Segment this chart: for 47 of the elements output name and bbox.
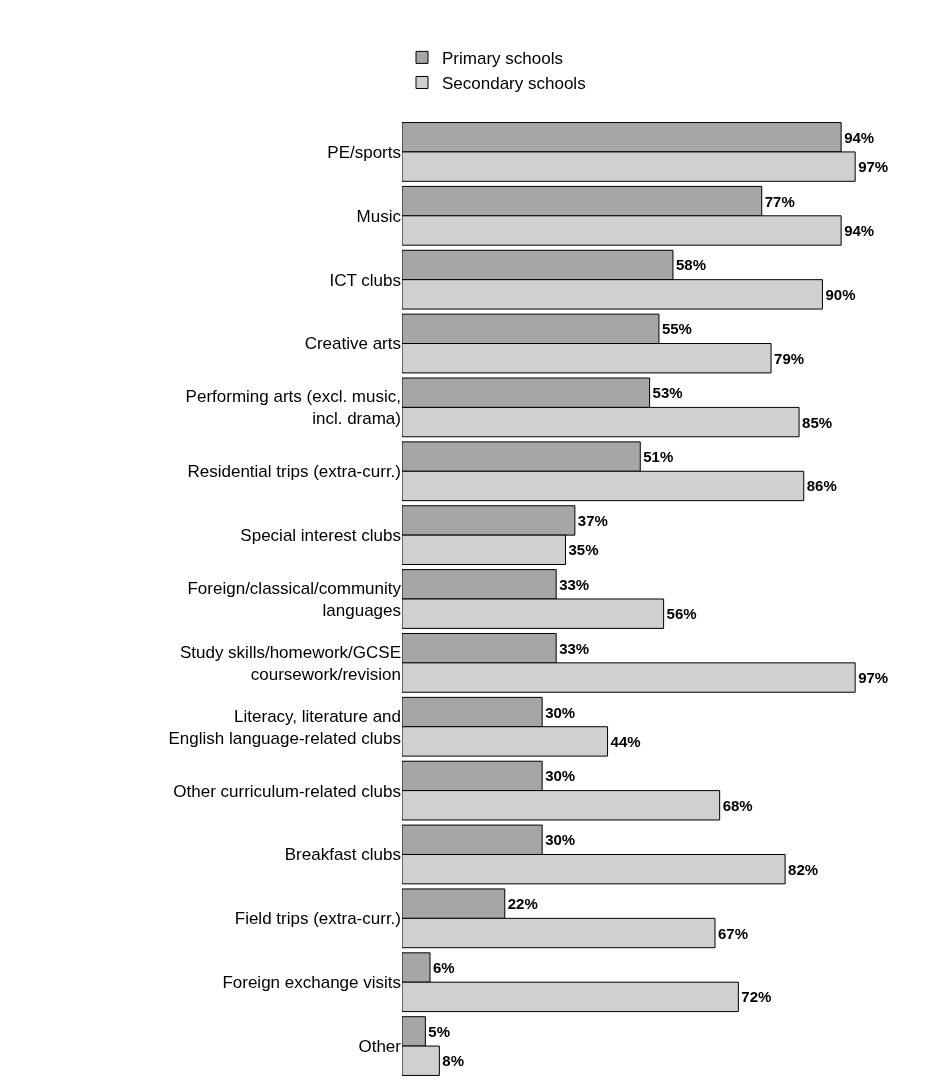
data-label: 77% xyxy=(764,192,795,210)
data-label: 30% xyxy=(545,831,576,849)
legend-label: Primary schools xyxy=(442,49,563,69)
data-label: 22% xyxy=(507,895,538,913)
y-tick-label: Field trips (extra-curr.) xyxy=(234,909,401,929)
data-label: 53% xyxy=(652,384,683,402)
y-tick-label: Other curriculum-related clubs xyxy=(173,781,401,801)
y-tick-label: ICT clubs xyxy=(329,270,401,290)
y-tick-label: Creative arts xyxy=(304,334,401,354)
y-tick-label: Breakfast clubs xyxy=(284,845,401,865)
y-tick-label: Foreign/classical/community languages xyxy=(187,578,402,620)
data-label: 82% xyxy=(788,860,819,878)
data-label: 72% xyxy=(741,988,772,1006)
data-label: 79% xyxy=(774,349,805,367)
y-tick-label: Study skills/homework/GCSE coursework/revision xyxy=(179,642,401,684)
data-label: 37% xyxy=(577,511,608,529)
data-label: 30% xyxy=(545,703,576,721)
y-tick-label: PE/sports xyxy=(327,142,401,162)
data-label: 86% xyxy=(806,477,837,495)
data-label: 44% xyxy=(610,732,641,750)
y-tick-label: Special interest clubs xyxy=(240,526,401,546)
data-label: 35% xyxy=(568,541,599,559)
data-label: 90% xyxy=(825,285,856,303)
data-label: 5% xyxy=(428,1022,451,1040)
y-tick-label: Performing arts (excl. music, incl. drama) xyxy=(185,387,401,429)
y-tick-label: Foreign exchange visits xyxy=(222,973,401,993)
data-label: 55% xyxy=(661,320,692,338)
y-tick-label: Literacy, literature and English language-related clubs xyxy=(168,706,401,748)
data-label: 33% xyxy=(559,639,590,657)
data-label: 94% xyxy=(844,221,875,239)
data-label: 51% xyxy=(643,448,674,466)
data-label: 97% xyxy=(858,669,889,687)
data-label: 85% xyxy=(802,413,833,431)
data-label: 94% xyxy=(844,128,875,146)
data-label: 97% xyxy=(858,158,889,176)
legend-label: Secondary schools xyxy=(442,74,586,94)
y-tick-label: Music xyxy=(356,206,402,226)
y-tick-label: Other xyxy=(358,1037,402,1057)
data-label: 68% xyxy=(722,796,753,814)
data-label: 33% xyxy=(559,575,590,593)
data-label: 56% xyxy=(666,605,697,623)
y-tick-label: Residential trips (extra-curr.) xyxy=(187,462,401,482)
data-label: 6% xyxy=(433,959,455,977)
data-label: 8% xyxy=(442,1052,465,1070)
data-label: 30% xyxy=(545,767,576,785)
data-label: 58% xyxy=(675,256,706,274)
data-label: 67% xyxy=(718,924,749,942)
